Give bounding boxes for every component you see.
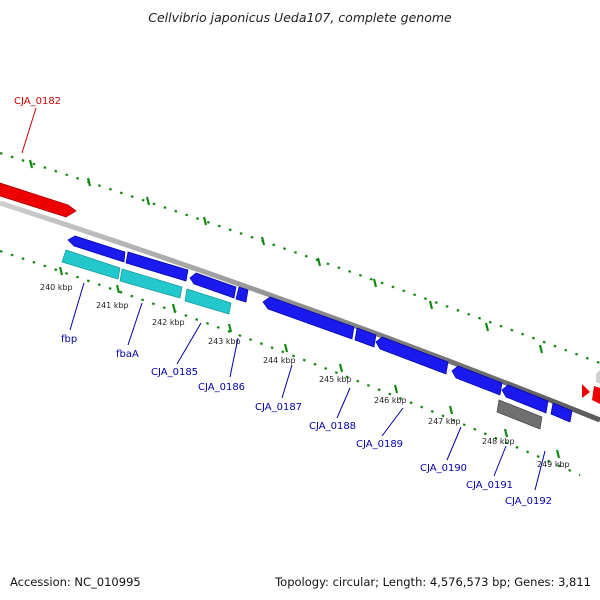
gene-CJA_0182[interactable] bbox=[0, 182, 77, 218]
rna-genes bbox=[61, 249, 232, 315]
gene-CJA_0190[interactable] bbox=[451, 365, 503, 396]
label-CJA_0186[interactable]: CJA_0186 bbox=[198, 382, 245, 393]
gene-CJA_0188[interactable] bbox=[354, 327, 377, 348]
label-fbp[interactable]: fbp bbox=[61, 334, 77, 345]
gene-CJA_0187[interactable] bbox=[262, 296, 355, 340]
gene-CJA_0192[interactable] bbox=[550, 402, 573, 423]
forward-strand-genes bbox=[0, 182, 600, 404]
tick-label: 246 kbp bbox=[374, 396, 407, 405]
tick-label: 243 kbp bbox=[208, 337, 241, 346]
tick-label: 249 kbp bbox=[537, 460, 570, 469]
map-title: Cellvibrio japonicus Ueda107, complete g… bbox=[148, 10, 452, 25]
tick-label: 247 kbp bbox=[428, 417, 461, 426]
genome-backbone bbox=[0, 200, 600, 423]
gene-rna-2[interactable] bbox=[119, 268, 183, 299]
tick-label: 242 kbp bbox=[152, 318, 185, 327]
gene-fbaA[interactable] bbox=[125, 251, 189, 282]
label-CJA_0185[interactable]: CJA_0185 bbox=[151, 367, 198, 378]
label-fbaA[interactable]: fbaA bbox=[116, 349, 139, 360]
tick-label: 245 kbp bbox=[319, 375, 352, 384]
gene-rna-3[interactable] bbox=[184, 288, 232, 315]
gene-CJA_0186[interactable] bbox=[235, 286, 249, 303]
label-CJA_0190[interactable]: CJA_0190 bbox=[420, 463, 467, 474]
label-CJA_0191[interactable]: CJA_0191 bbox=[466, 480, 513, 491]
label-CJA_0187[interactable]: CJA_0187 bbox=[255, 402, 302, 413]
label-CJA_0189[interactable]: CJA_0189 bbox=[356, 439, 403, 450]
label-CJA_0188[interactable]: CJA_0188 bbox=[309, 421, 356, 432]
gene-right-edge-3 bbox=[596, 370, 600, 384]
tick-label: 248 kbp bbox=[482, 437, 515, 446]
topology-summary: Topology: circular; Length: 4,576,573 bp… bbox=[275, 575, 591, 589]
gene-rna-1[interactable] bbox=[61, 249, 121, 280]
gene-fbp[interactable] bbox=[67, 235, 126, 263]
gene-right-edge-2[interactable] bbox=[592, 386, 600, 404]
gene-CJA_0189[interactable] bbox=[375, 336, 449, 375]
gene-CJA_0185[interactable] bbox=[189, 272, 237, 299]
gene-labels: CJA_0182 fbp fbaA CJA_0185 CJA_0186 CJA_… bbox=[14, 96, 552, 507]
label-leader-lines bbox=[21, 107, 546, 491]
gene-right-edge-1[interactable] bbox=[582, 384, 590, 398]
outer-major-ticks bbox=[28, 159, 544, 354]
tick-label: 240 kbp bbox=[40, 283, 73, 292]
label-CJA_0192[interactable]: CJA_0192 bbox=[505, 496, 552, 507]
reverse-strand-genes bbox=[67, 235, 573, 423]
accession-label: Accession: NC_010995 bbox=[10, 575, 141, 589]
inner-major-ticks bbox=[58, 266, 561, 459]
label-CJA_0182[interactable]: CJA_0182 bbox=[14, 96, 61, 107]
gene-other-grey[interactable] bbox=[496, 399, 543, 430]
gene-CJA_0191[interactable] bbox=[501, 384, 549, 414]
tick-labels: 240 kbp 241 kbp 242 kbp 243 kbp 244 kbp … bbox=[40, 283, 570, 469]
tick-label: 244 kbp bbox=[263, 356, 296, 365]
tick-label: 241 kbp bbox=[96, 301, 129, 310]
